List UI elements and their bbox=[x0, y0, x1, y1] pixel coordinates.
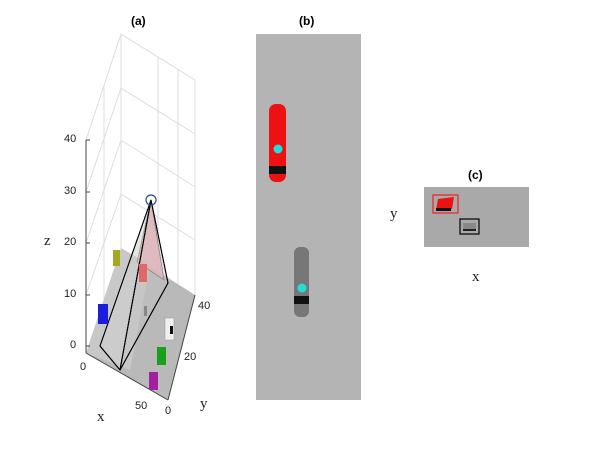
detection-black bbox=[459, 218, 480, 235]
z-tick-30: 30 bbox=[64, 185, 77, 197]
vehicle-blue bbox=[98, 304, 108, 324]
z-tick-0: 0 bbox=[70, 339, 77, 351]
camera-frustum bbox=[99, 199, 169, 372]
axes bbox=[85, 140, 196, 401]
detection-red bbox=[432, 194, 459, 214]
z-axis-label: z bbox=[44, 233, 51, 249]
x-tick-50: 50 bbox=[135, 400, 148, 412]
y-tick-40: 40 bbox=[198, 300, 211, 312]
camera-marker bbox=[145, 194, 157, 206]
y-tick-20: 20 bbox=[184, 351, 197, 363]
y-axis-label: y bbox=[200, 396, 208, 412]
vehicle-purple bbox=[149, 372, 158, 390]
vehicle-white bbox=[164, 317, 175, 341]
z-tick-40: 40 bbox=[64, 133, 77, 145]
vehicles-3d bbox=[98, 250, 175, 390]
z-tick-10: 10 bbox=[64, 288, 77, 300]
grid-lines bbox=[85, 33, 196, 353]
vehicle-red bbox=[139, 264, 147, 282]
vehicle-red-topview bbox=[269, 104, 286, 182]
y-tick-0: 0 bbox=[165, 405, 172, 417]
panel-c-title: (c) bbox=[468, 168, 483, 182]
vehicle-olive bbox=[113, 250, 120, 266]
road-area bbox=[256, 34, 361, 400]
image-x-label: x bbox=[472, 269, 480, 285]
camera-image bbox=[424, 187, 529, 247]
image-y-label: y bbox=[390, 206, 398, 222]
x-tick-0: 0 bbox=[80, 361, 87, 373]
panel-b-title: (b) bbox=[299, 14, 315, 28]
panel-a-title: (a) bbox=[131, 14, 146, 28]
z-tick-20: 20 bbox=[64, 236, 77, 248]
vehicle-green bbox=[157, 347, 166, 365]
x-axis-label: x bbox=[97, 409, 105, 425]
vehicle-gray-topview bbox=[294, 247, 309, 317]
